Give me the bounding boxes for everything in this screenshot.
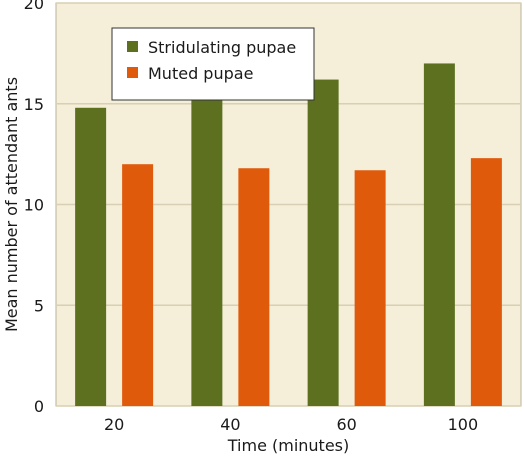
y-tick-labels: 0 5 10 15 20: [24, 0, 44, 416]
bar-muted-100: [470, 158, 502, 406]
legend-label-muted: Muted pupae: [148, 64, 253, 83]
y-tick-label: 0: [34, 397, 44, 416]
x-tick-label: 100: [448, 415, 479, 434]
bar-stridulating-40: [191, 81, 223, 407]
legend-box: [111, 27, 315, 101]
legend-swatch-muted: [127, 67, 138, 78]
legend: Stridulating pupae Muted pupae: [111, 27, 315, 101]
bars: [75, 63, 502, 407]
y-tick-label: 20: [24, 0, 44, 13]
bar-muted-60: [354, 170, 386, 406]
x-axis-label: Time (minutes): [227, 436, 350, 455]
y-tick-label: 5: [34, 296, 44, 315]
x-tick-label: 20: [104, 415, 124, 434]
bar-stridulating-60: [307, 79, 339, 406]
y-axis-label: Mean number of attendant ants: [2, 77, 21, 332]
bar-muted-20: [122, 164, 154, 406]
x-tick-labels: 20 40 60 100: [104, 415, 478, 434]
bar-stridulating-20: [75, 107, 107, 406]
bar-stridulating-100: [423, 63, 455, 406]
bar-muted-40: [238, 168, 270, 406]
y-tick-label: 10: [24, 196, 44, 215]
x-tick-label: 60: [336, 415, 356, 434]
y-tick-label: 15: [24, 95, 44, 114]
legend-label-stridulating: Stridulating pupae: [148, 38, 296, 57]
legend-swatch-stridulating: [127, 41, 138, 52]
x-tick-label: 40: [220, 415, 240, 434]
